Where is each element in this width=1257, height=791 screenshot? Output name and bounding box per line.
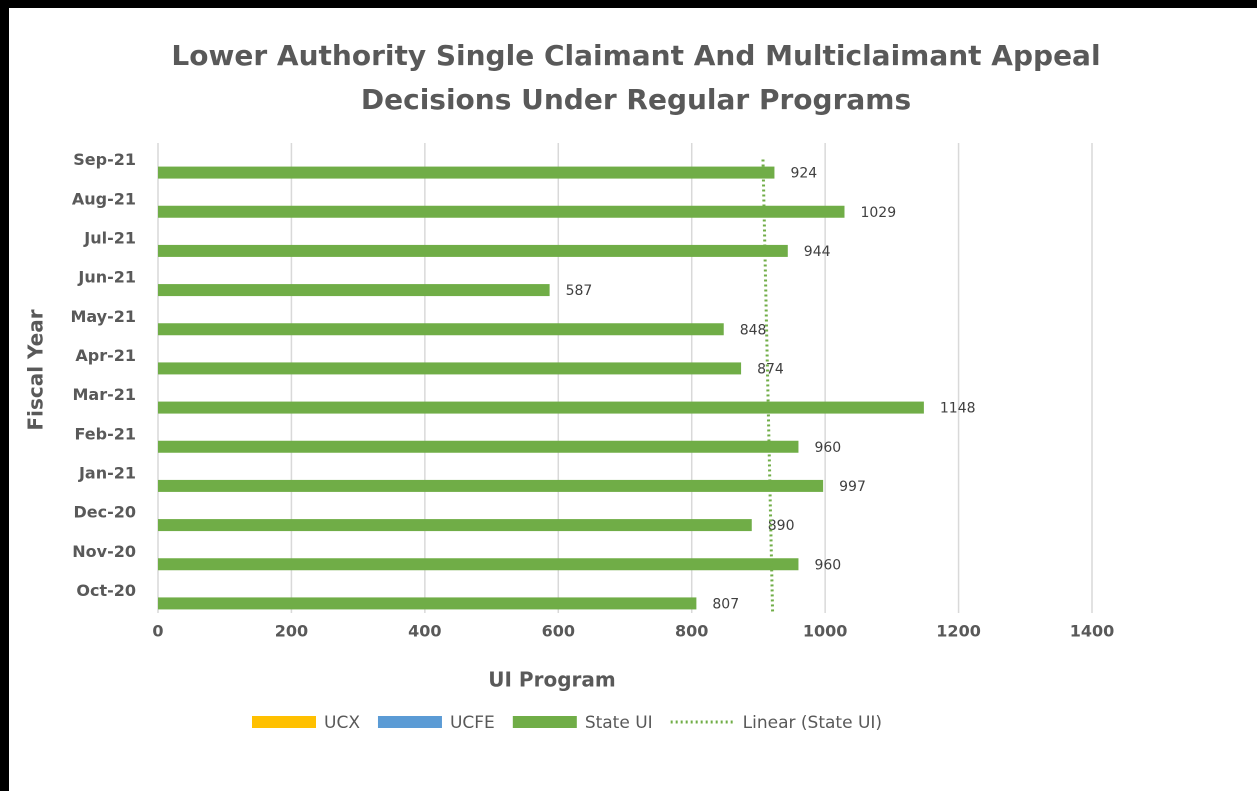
bar <box>158 479 824 492</box>
y-tick-label: Nov-20 <box>72 542 136 561</box>
y-tick-label: Jun-21 <box>77 268 136 287</box>
data-label: 587 <box>566 283 593 299</box>
bar <box>158 597 697 610</box>
legend-swatch <box>377 716 442 728</box>
bar <box>158 284 550 297</box>
y-tick-label: Aug-21 <box>72 189 136 208</box>
data-label: 960 <box>814 440 841 456</box>
bar <box>158 519 752 532</box>
bar <box>158 205 845 218</box>
bar <box>158 166 775 179</box>
x-tick-label: 400 <box>408 622 441 641</box>
x-tick-label: 1400 <box>1070 622 1115 641</box>
x-tick-label: 600 <box>542 622 575 641</box>
legend-label: UCX <box>324 713 360 733</box>
data-label: 890 <box>768 518 795 534</box>
y-tick-label: Dec-20 <box>73 503 136 522</box>
trendline <box>761 158 775 612</box>
data-label: 960 <box>814 557 841 573</box>
y-tick-label: Jul-21 <box>83 228 136 247</box>
bar <box>158 401 924 414</box>
legend-label: Linear (State UI) <box>743 713 882 733</box>
y-tick-label: May-21 <box>70 307 136 326</box>
legend-label: UCFE <box>450 713 495 733</box>
bar <box>158 440 799 453</box>
data-label: 1148 <box>940 401 976 417</box>
x-tick-label: 0 <box>152 622 163 641</box>
y-tick-label: Mar-21 <box>72 385 136 404</box>
data-label: 997 <box>839 479 866 495</box>
data-label: 848 <box>740 322 767 338</box>
bar <box>158 323 724 336</box>
data-label: 944 <box>804 244 831 260</box>
y-tick-label: Apr-21 <box>75 346 136 365</box>
x-tick-label: 800 <box>675 622 708 641</box>
y-tick-label: Sep-21 <box>73 150 136 169</box>
x-axis-label: UI Program <box>488 668 615 692</box>
data-label: 1029 <box>860 205 896 221</box>
legend-swatch <box>252 716 316 728</box>
x-tick-label: 1000 <box>803 622 848 641</box>
x-tick-label: 200 <box>275 622 308 641</box>
chart-title: Lower Authority Single Claimant And Mult… <box>171 39 1101 116</box>
data-label: 924 <box>790 166 817 182</box>
x-tick-label: 1200 <box>936 622 981 641</box>
legend-swatch <box>512 716 577 728</box>
y-axis-label: Fiscal Year <box>24 309 48 430</box>
y-tick-label: Feb-21 <box>75 424 137 443</box>
legend-label: State UI <box>585 713 653 733</box>
bar <box>158 244 788 257</box>
y-tick-label: Jan-21 <box>78 463 136 482</box>
bar <box>158 558 799 571</box>
bar <box>158 362 742 375</box>
data-label: 874 <box>757 361 784 377</box>
data-label: 807 <box>712 596 739 612</box>
y-tick-label: Oct-20 <box>76 581 136 600</box>
